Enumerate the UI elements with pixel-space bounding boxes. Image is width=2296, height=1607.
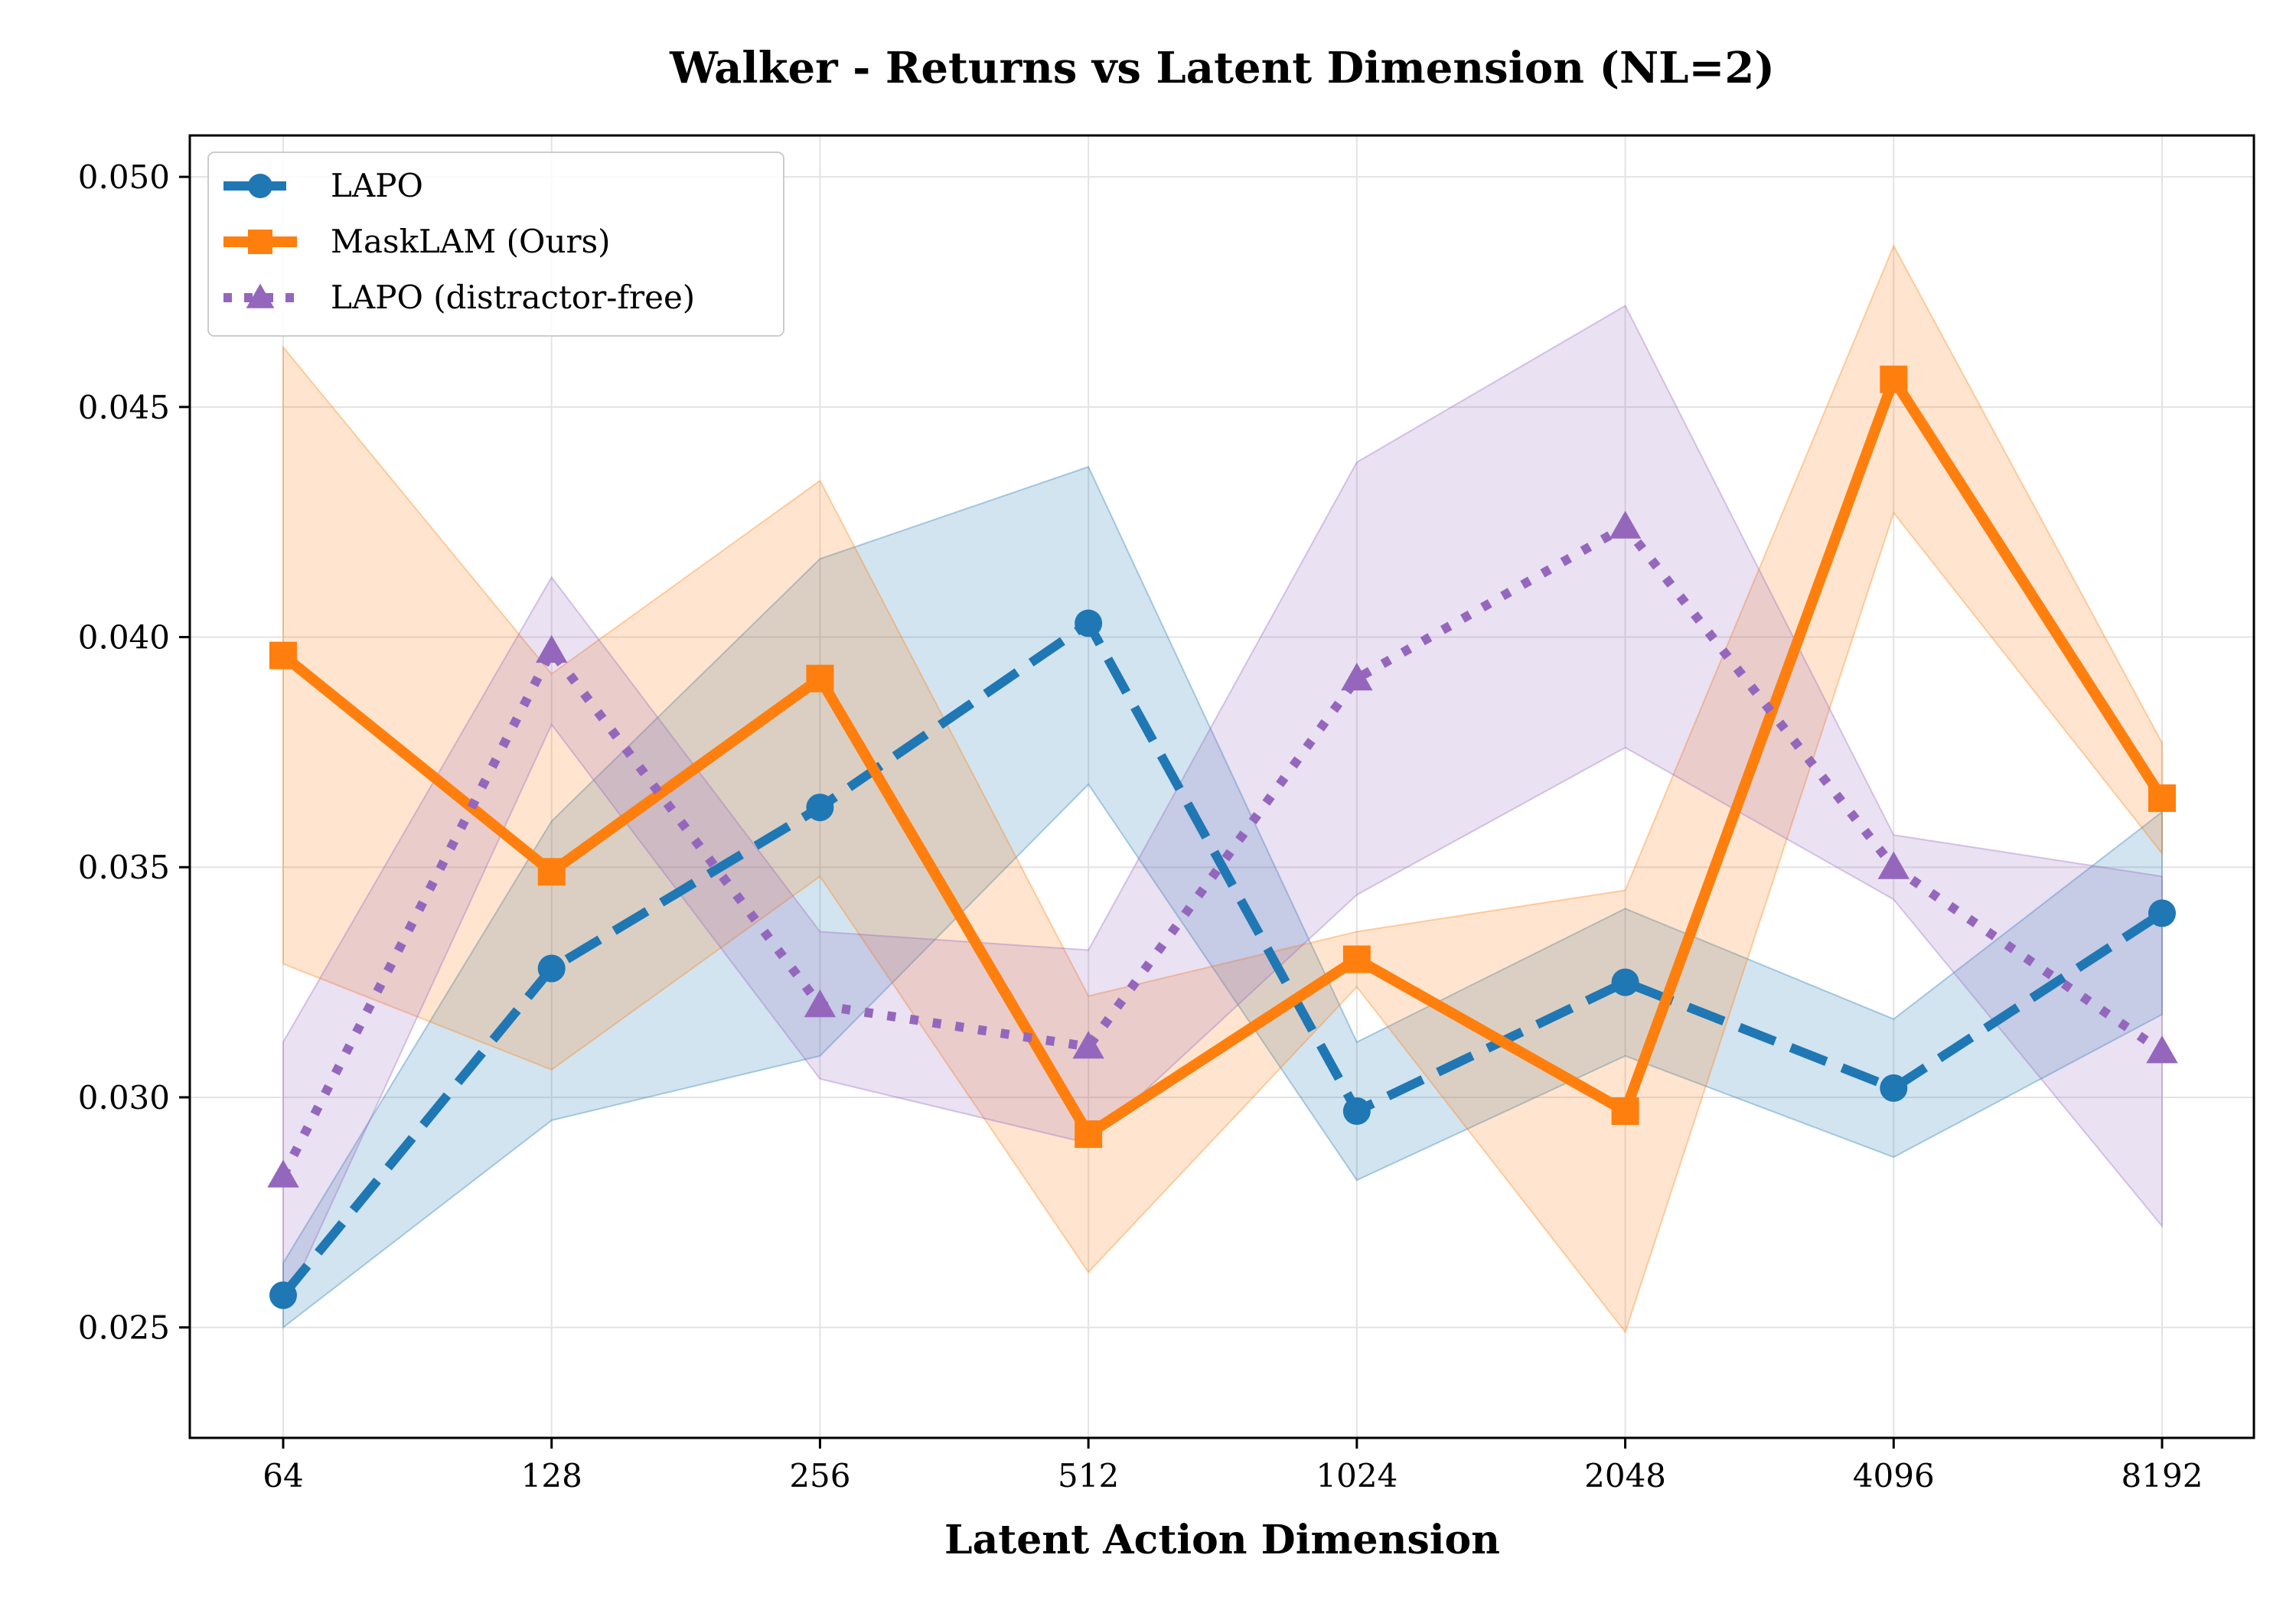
point-lapo-256 — [806, 794, 834, 822]
point-masklam-ours-2048 — [1611, 1097, 1639, 1125]
y-tick-label-0.025: 0.025 — [78, 1309, 170, 1347]
point-lapo-512 — [1075, 609, 1103, 637]
point-lapo-distractor-free-8192 — [2146, 1035, 2178, 1064]
point-masklam-ours-512 — [1075, 1120, 1103, 1149]
y-tick-label-0.050: 0.050 — [78, 158, 170, 196]
series-markers — [267, 365, 2178, 1309]
point-lapo-distractor-free-256 — [804, 989, 837, 1018]
legend-label-lapo-distractor-free: LAPO (distractor-free) — [331, 279, 695, 316]
line-lapo — [279, 618, 2165, 1299]
point-masklam-ours-256 — [806, 664, 834, 693]
point-masklam-ours-8192 — [2148, 784, 2176, 813]
point-masklam-ours-128 — [537, 858, 566, 886]
legend-marker-masklam-ours — [248, 230, 272, 254]
confidence-bands — [282, 244, 2163, 1334]
point-lapo-128 — [537, 954, 566, 983]
point-masklam-ours-64 — [269, 641, 297, 670]
y-tick-label-0.040: 0.040 — [78, 619, 170, 657]
x-axis-ticks: 64 128 256 512 1024 2048 4096 8192 — [263, 1438, 2203, 1495]
legend-marker-lapo — [248, 174, 272, 198]
point-lapo-8192 — [2148, 899, 2176, 927]
y-tick-label-0.035: 0.035 — [78, 849, 170, 886]
legend-marker-lapo-distractor-free — [246, 283, 275, 308]
y-tick-label-0.030: 0.030 — [78, 1079, 170, 1116]
legend-box — [207, 152, 784, 337]
point-lapo-distractor-free-512 — [1072, 1031, 1104, 1059]
legend-label-masklam-ours: MaskLAM (Ours) — [331, 223, 611, 260]
legend-label-lapo: LAPO — [331, 167, 423, 204]
x-tick-label-64: 64 — [263, 1457, 303, 1495]
chart-title: Walker - Returns vs Latent Dimension (NL… — [669, 43, 1775, 93]
y-axis-ticks: 0.025 0.030 0.035 0.040 0.045 0.050 — [78, 158, 190, 1347]
x-tick-label-2048: 2048 — [1584, 1457, 1666, 1495]
x-tick-label-128: 128 — [521, 1457, 582, 1495]
y-tick-label-0.045: 0.045 — [78, 389, 170, 426]
x-tick-label-256: 256 — [789, 1457, 850, 1495]
x-axis-label: Latent Action Dimension — [944, 1517, 1500, 1563]
x-tick-label-1024: 1024 — [1316, 1457, 1397, 1495]
line-masklam-ours — [279, 373, 2167, 1140]
series-lines — [279, 373, 2167, 1299]
band-lapo — [282, 465, 2163, 1329]
band-lapo-distractor-free — [282, 305, 2163, 1310]
point-lapo-distractor-free-1024 — [1341, 662, 1373, 691]
band-masklam-ours — [282, 244, 2163, 1334]
x-tick-label-512: 512 — [1058, 1457, 1119, 1495]
point-lapo-2048 — [1611, 968, 1639, 996]
plot-frame — [188, 134, 2255, 1439]
point-lapo-distractor-free-2048 — [1609, 510, 1642, 539]
point-lapo-64 — [269, 1281, 297, 1309]
point-masklam-ours-4096 — [1880, 365, 1908, 393]
point-lapo-4096 — [1880, 1074, 1908, 1102]
x-tick-label-8192: 8192 — [2122, 1457, 2203, 1495]
legend: LAPO MaskLAM (Ours) LAPO (distractor-free) — [207, 152, 784, 337]
point-lapo-1024 — [1342, 1097, 1371, 1125]
point-masklam-ours-1024 — [1342, 945, 1371, 973]
point-lapo-distractor-free-4096 — [1877, 851, 1910, 879]
x-tick-label-4096: 4096 — [1853, 1457, 1935, 1495]
point-lapo-distractor-free-64 — [267, 1159, 299, 1188]
point-lapo-distractor-free-128 — [536, 634, 568, 663]
